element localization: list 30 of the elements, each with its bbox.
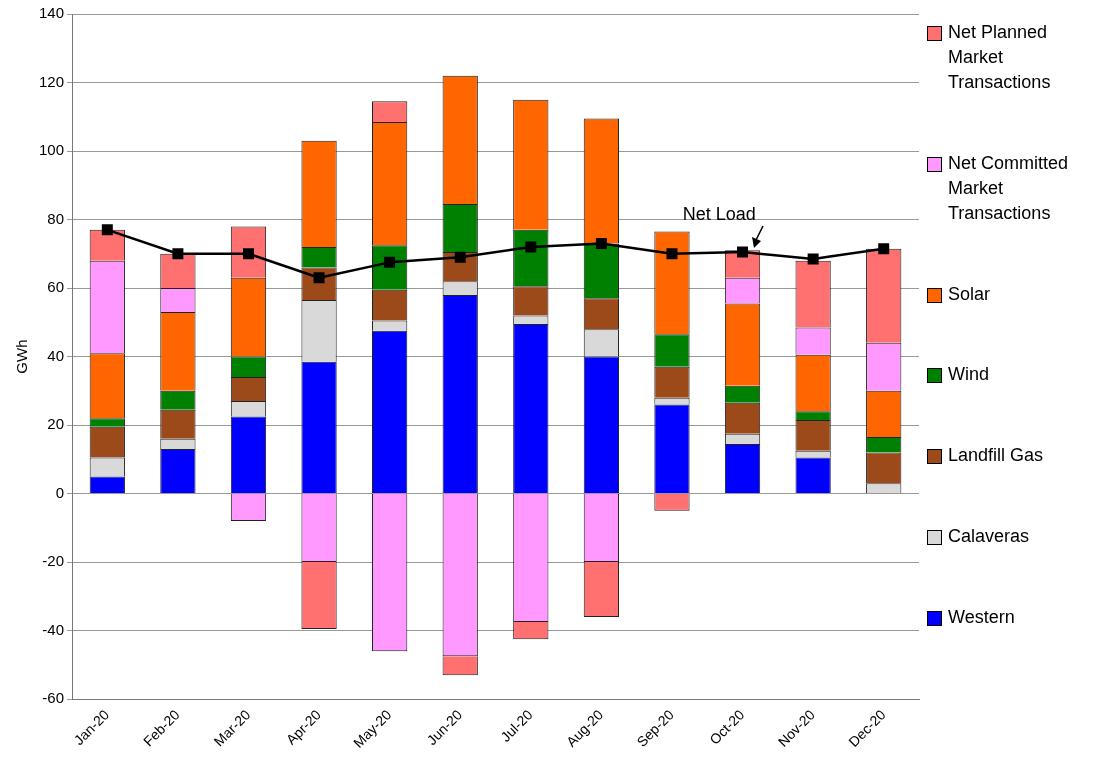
- point: [454, 251, 466, 263]
- point: [878, 243, 890, 255]
- series-label: Net Load: [682, 203, 756, 225]
- legend-label: Net Planned Market Transactions: [948, 21, 1052, 94]
- y-tick-label: 100: [39, 141, 65, 159]
- y-tick-label: 40: [47, 346, 65, 364]
- point: [666, 248, 678, 260]
- y-axis-title: GWh: [13, 339, 31, 374]
- y-tick-label: 0: [55, 483, 65, 501]
- legend-label: Wind: [948, 363, 990, 387]
- legend-label: Solar: [948, 282, 991, 306]
- point: [807, 253, 819, 265]
- point: [525, 241, 537, 253]
- y-tick-label: -20: [42, 552, 65, 570]
- point: [172, 248, 184, 260]
- y-tick-label: 60: [47, 278, 65, 296]
- legend-label: Western: [948, 605, 1015, 629]
- point: [101, 224, 113, 236]
- point: [737, 246, 749, 258]
- point: [595, 238, 607, 250]
- legend-label: Net Committed Market Transactions: [948, 151, 1070, 225]
- point: [242, 248, 254, 260]
- y-tick-label: 140: [39, 4, 65, 22]
- y-tick-label: 20: [47, 415, 65, 433]
- y-tick-label: 120: [39, 72, 65, 90]
- legend-label: Calaveras: [948, 525, 1030, 549]
- legend-label: Landfill Gas: [948, 444, 1044, 468]
- y-tick-label: -40: [42, 620, 65, 638]
- y-tick-label: -60: [42, 689, 65, 707]
- y-tick-label: 80: [47, 209, 65, 227]
